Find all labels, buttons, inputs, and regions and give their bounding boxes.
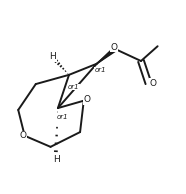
Polygon shape [97, 47, 116, 64]
Text: H: H [53, 155, 60, 164]
Text: or1: or1 [57, 114, 68, 120]
Text: O: O [83, 95, 90, 104]
Text: or1: or1 [94, 67, 106, 73]
Text: or1: or1 [68, 84, 79, 90]
Text: O: O [19, 131, 26, 140]
Text: O: O [111, 43, 118, 52]
Text: O: O [150, 79, 156, 88]
Text: H: H [49, 52, 56, 61]
